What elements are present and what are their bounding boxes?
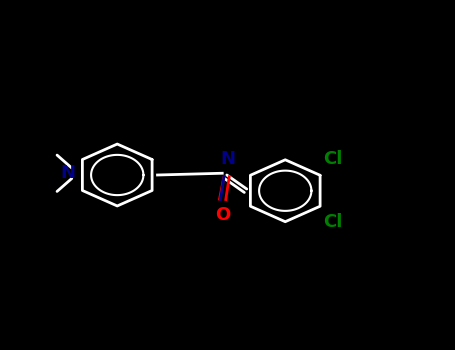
Text: N: N: [60, 164, 75, 182]
Text: N: N: [220, 150, 235, 168]
Text: Cl: Cl: [324, 150, 343, 168]
Text: Cl: Cl: [324, 213, 343, 231]
Text: O: O: [215, 206, 230, 224]
